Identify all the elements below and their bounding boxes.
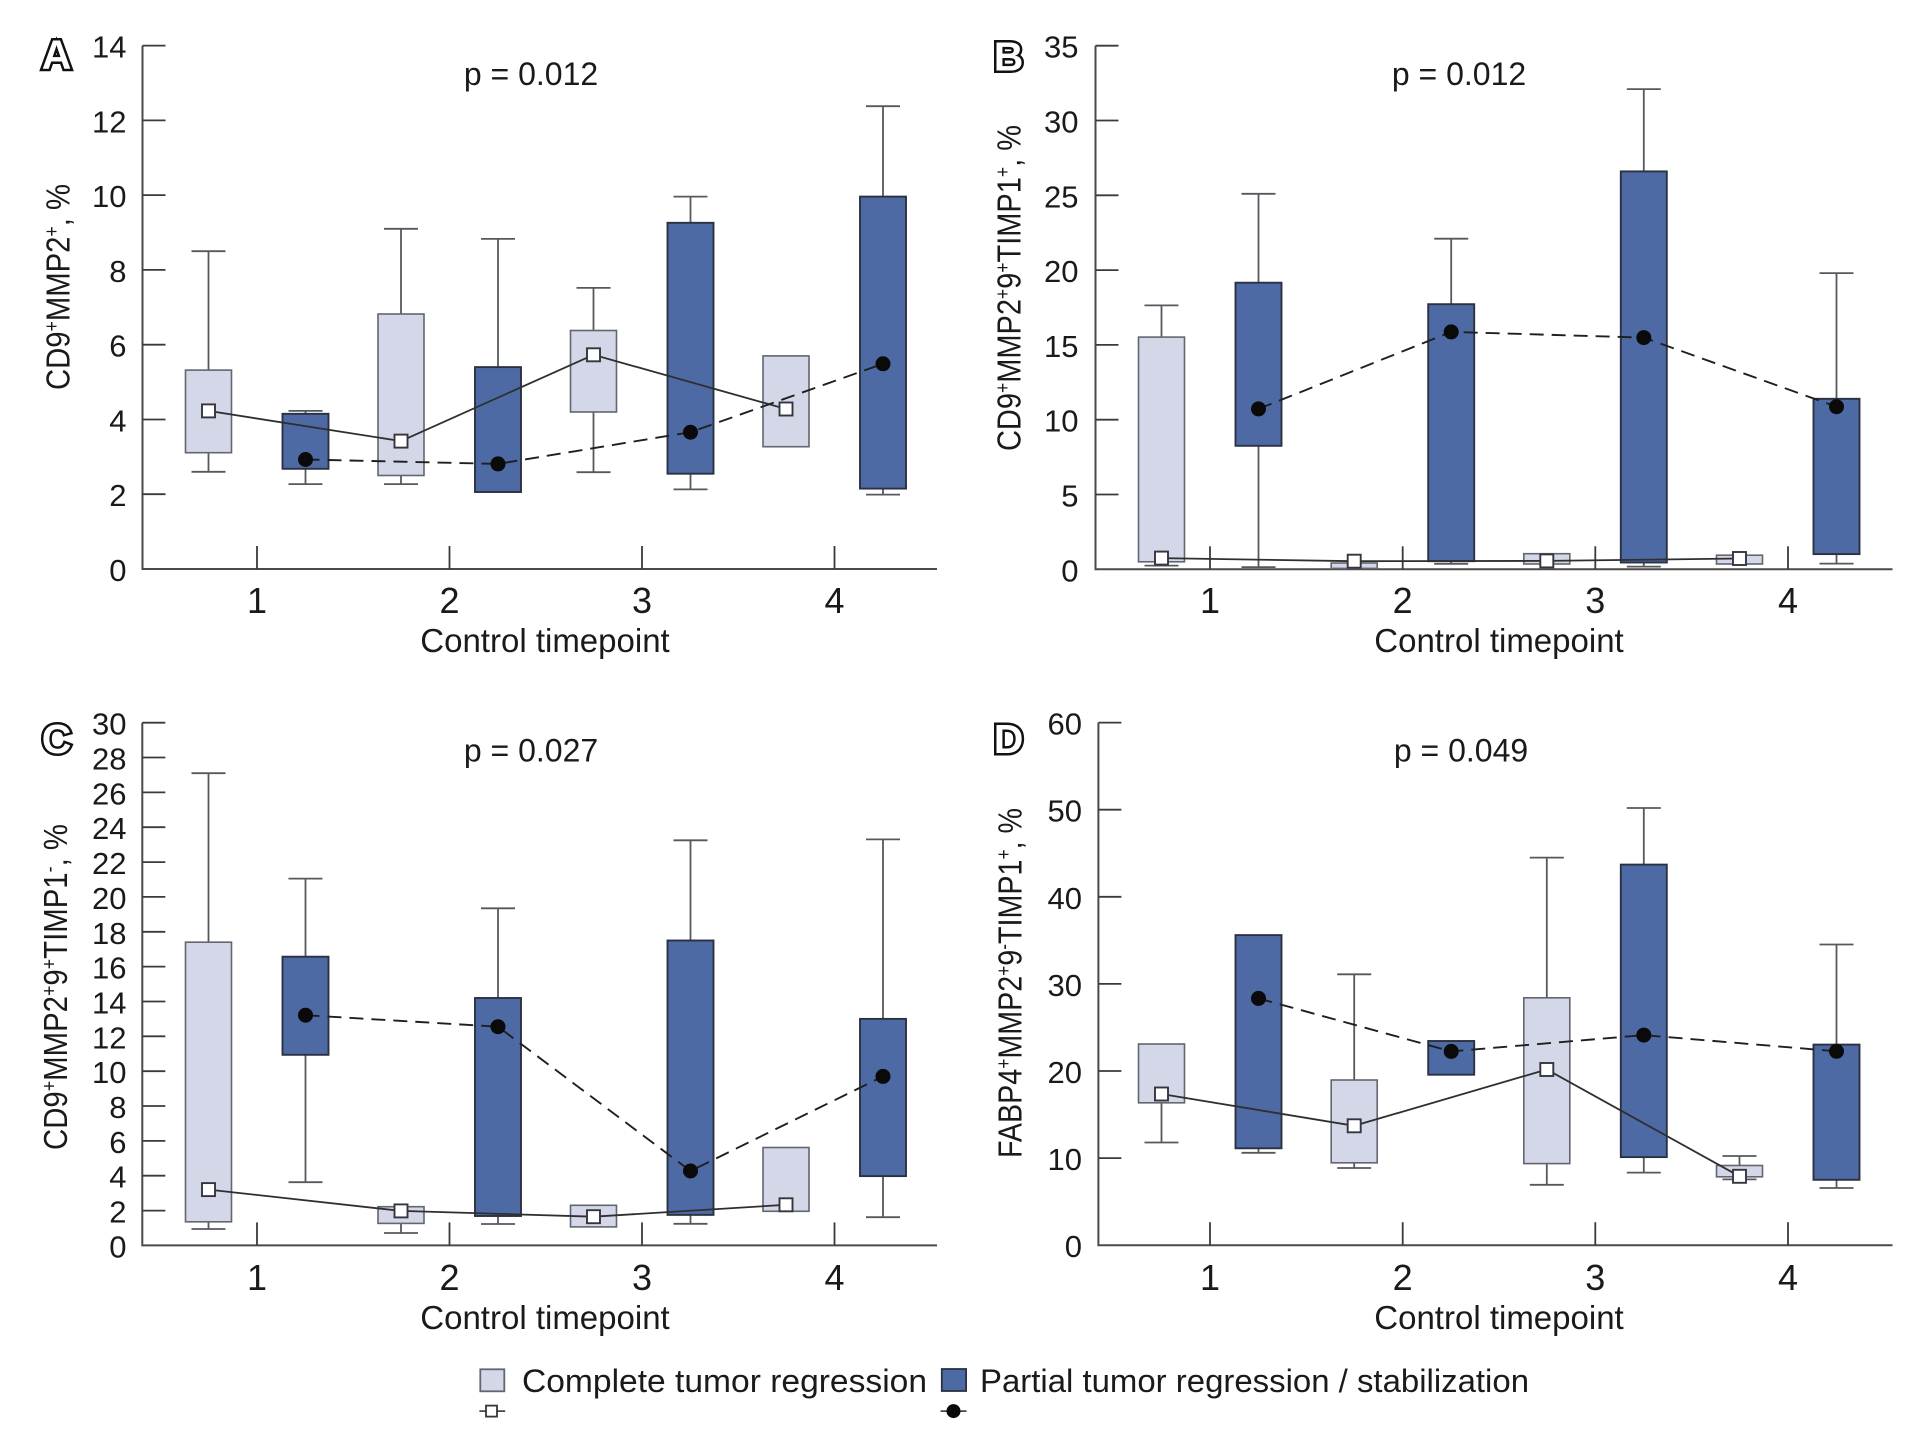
svg-text:p = 0.012: p = 0.012 — [464, 56, 598, 92]
svg-text:4: 4 — [1778, 580, 1798, 621]
svg-text:Control timepoint: Control timepoint — [420, 622, 669, 659]
svg-text:2: 2 — [439, 580, 459, 621]
svg-text:22: 22 — [92, 846, 126, 881]
svg-text:FABP4+​MMP2+​9-​TIMP1+​, %: FABP4+​MMP2+​9-​TIMP1+​, % — [992, 808, 1029, 1158]
svg-text:0: 0 — [1061, 553, 1078, 588]
svg-text:20: 20 — [1048, 1055, 1082, 1090]
svg-text:28: 28 — [92, 742, 126, 777]
svg-text:0: 0 — [1065, 1229, 1082, 1264]
svg-text:3: 3 — [1585, 580, 1605, 621]
svg-text:Complete tumor regression: Complete tumor regression — [522, 1363, 927, 1399]
svg-text:p = 0.027: p = 0.027 — [464, 733, 598, 769]
svg-text:CD9+​MMP2+​, %: CD9+​MMP2+​, % — [40, 184, 77, 390]
svg-text:2: 2 — [109, 1195, 126, 1230]
svg-text:12: 12 — [92, 104, 126, 139]
svg-text:30: 30 — [1048, 968, 1082, 1003]
svg-text:30: 30 — [92, 707, 126, 742]
svg-text:10: 10 — [92, 1055, 126, 1090]
svg-text:Control timepoint: Control timepoint — [420, 1299, 669, 1336]
svg-text:4: 4 — [824, 1257, 844, 1298]
svg-text:24: 24 — [92, 811, 126, 846]
svg-text:C: C — [42, 716, 72, 762]
svg-text:18: 18 — [92, 916, 126, 951]
svg-text:30: 30 — [1044, 105, 1078, 140]
svg-text:A: A — [42, 32, 72, 78]
svg-text:Partial tumor regression / sta: Partial tumor regression / stabilization — [980, 1363, 1529, 1399]
svg-text:5: 5 — [1061, 479, 1078, 514]
svg-text:10: 10 — [1044, 404, 1078, 439]
svg-text:1: 1 — [1200, 580, 1220, 621]
svg-text:60: 60 — [1048, 707, 1082, 742]
svg-text:2: 2 — [439, 1257, 459, 1298]
svg-text:8: 8 — [109, 1090, 126, 1125]
svg-text:CD9+​MMP2+​9+​TIMP1+​, %: CD9+​MMP2+​9+​TIMP1+​, % — [991, 125, 1028, 451]
svg-text:35: 35 — [1044, 30, 1078, 65]
svg-text:3: 3 — [632, 580, 652, 621]
svg-text:50: 50 — [1048, 794, 1082, 829]
svg-text:10: 10 — [1048, 1142, 1082, 1177]
svg-text:2: 2 — [109, 478, 126, 513]
svg-text:2: 2 — [1393, 580, 1413, 621]
svg-text:8: 8 — [109, 254, 126, 289]
svg-text:1: 1 — [247, 580, 267, 621]
svg-text:3: 3 — [632, 1257, 652, 1298]
svg-text:12: 12 — [92, 1020, 126, 1055]
svg-text:D: D — [994, 716, 1024, 762]
svg-text:p = 0.012: p = 0.012 — [1392, 56, 1526, 92]
svg-text:10: 10 — [92, 179, 126, 214]
svg-text:4: 4 — [824, 580, 844, 621]
svg-text:6: 6 — [109, 329, 126, 364]
svg-text:0: 0 — [109, 553, 126, 588]
svg-text:20: 20 — [1044, 254, 1078, 289]
svg-text:1: 1 — [1200, 1257, 1220, 1298]
svg-text:16: 16 — [92, 951, 126, 986]
svg-text:25: 25 — [1044, 179, 1078, 214]
svg-text:4: 4 — [109, 1160, 126, 1195]
svg-text:p = 0.049: p = 0.049 — [1394, 733, 1528, 769]
svg-text:26: 26 — [92, 776, 126, 811]
svg-text:15: 15 — [1044, 329, 1078, 364]
svg-text:14: 14 — [92, 986, 126, 1021]
svg-text:Control timepoint: Control timepoint — [1374, 1299, 1623, 1336]
svg-text:Control timepoint: Control timepoint — [1374, 622, 1623, 659]
svg-text:3: 3 — [1585, 1257, 1605, 1298]
svg-text:6: 6 — [109, 1125, 126, 1160]
svg-text:14: 14 — [92, 30, 126, 65]
svg-text:1: 1 — [247, 1257, 267, 1298]
svg-text:0: 0 — [109, 1229, 126, 1264]
svg-text:4: 4 — [109, 404, 126, 439]
svg-text:40: 40 — [1048, 881, 1082, 916]
svg-text:20: 20 — [92, 881, 126, 916]
svg-text:B: B — [994, 34, 1024, 80]
svg-text:4: 4 — [1778, 1257, 1798, 1298]
svg-text:2: 2 — [1393, 1257, 1413, 1298]
svg-text:CD9+​MMP2+​9+​TIMP1-​, %: CD9+​MMP2+​9+​TIMP1-​, % — [37, 824, 74, 1150]
